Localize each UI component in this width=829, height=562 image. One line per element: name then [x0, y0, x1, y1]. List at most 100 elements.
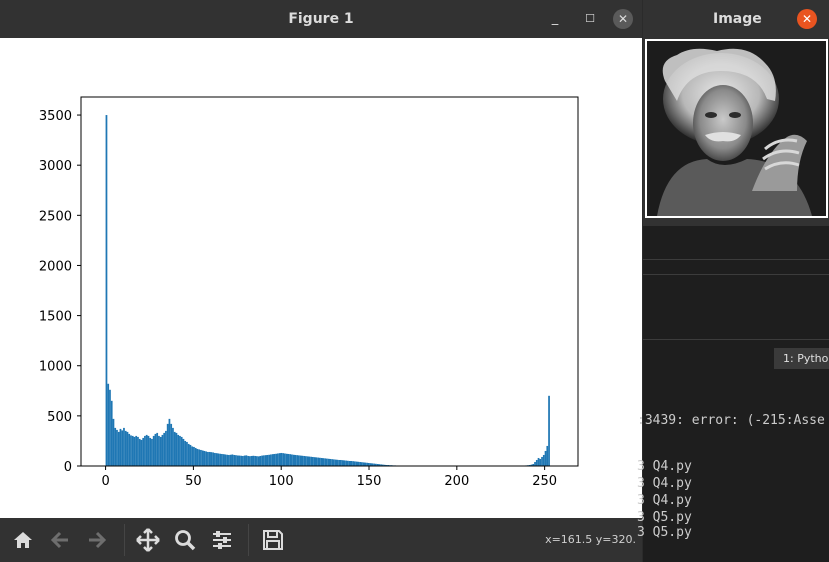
- histogram-bar: [277, 453, 279, 466]
- histogram-bar: [229, 454, 232, 466]
- histogram-bar: [109, 389, 111, 466]
- histogram-bar: [353, 461, 356, 466]
- histogram-bar: [194, 447, 197, 466]
- forward-arrow-icon[interactable]: [83, 526, 111, 554]
- histogram-chart: 0 50 100 150 200 250 0 500 1000 1500 2000 2500 3000…: [39, 96, 579, 489]
- histogram-bar: [303, 455, 306, 466]
- histogram-bar: [243, 455, 246, 466]
- histogram-bar: [319, 457, 321, 466]
- histogram-bar: [541, 456, 543, 466]
- histogram-bar: [112, 418, 115, 466]
- histogram-bar: [222, 454, 225, 466]
- histogram-bar: [542, 454, 545, 466]
- histogram-bar: [158, 435, 160, 466]
- histogram-bar: [187, 443, 190, 466]
- figure-window: Figure 1 _ ☐ ✕ 0 50 100 150 200 250 0 500 1000 1…: [0, 0, 642, 562]
- histogram-bar: [346, 460, 349, 466]
- x-tick-label: 200: [444, 474, 469, 489]
- histogram-bar: [233, 454, 236, 466]
- histogram-bar: [247, 455, 250, 466]
- cursor-coordinates: x=161.5 y=320.: [545, 533, 636, 546]
- histogram-bar: [343, 460, 346, 466]
- histogram-bar: [196, 448, 199, 466]
- figure-titlebar[interactable]: Figure 1 _ ☐ ✕: [0, 0, 642, 38]
- histogram-bar: [163, 432, 166, 466]
- y-tick-label: 2000: [39, 259, 72, 274]
- y-tick-label: 2500: [39, 209, 72, 224]
- pan-icon[interactable]: [134, 526, 162, 554]
- back-arrow-icon[interactable]: [46, 526, 74, 554]
- home-icon[interactable]: [9, 526, 37, 554]
- histogram-bar: [280, 452, 283, 466]
- histogram-bar: [544, 450, 547, 466]
- histogram-bar: [149, 437, 152, 466]
- histogram-bar: [348, 460, 351, 466]
- histogram-bar: [381, 464, 384, 466]
- histogram-bar: [539, 458, 542, 466]
- histogram-bar: [219, 453, 222, 466]
- histogram-bar: [130, 435, 132, 466]
- histogram-bar: [226, 454, 229, 466]
- histogram-bar: [126, 431, 129, 466]
- histogram-bar: [291, 454, 293, 466]
- histogram-bar: [161, 434, 164, 466]
- histogram-bar: [376, 463, 379, 466]
- terminal-line: 3 Q5.py: [637, 510, 692, 525]
- histogram-bar: [156, 432, 159, 466]
- histogram-bar: [186, 441, 188, 466]
- histogram-bar: [329, 458, 332, 466]
- terminal-panel[interactable]: 1: Pytho :3439: error: (-215:Asse 3 Q4.p…: [637, 226, 829, 562]
- x-tick-label: 250: [532, 474, 557, 489]
- histogram-bar: [224, 454, 227, 466]
- minimize-button[interactable]: _: [551, 11, 559, 26]
- histogram-bar: [275, 453, 278, 466]
- histogram-bar: [179, 435, 181, 466]
- histogram-bar: [341, 460, 344, 466]
- terminal-tab[interactable]: 1: Pytho: [774, 348, 829, 369]
- grayscale-portrait-image: [645, 39, 828, 218]
- histogram-bars: [105, 115, 550, 466]
- histogram-bar: [133, 436, 136, 466]
- zoom-icon[interactable]: [171, 526, 199, 554]
- close-button[interactable]: ✕: [613, 9, 633, 29]
- histogram-bar: [144, 435, 146, 466]
- histogram-bar: [380, 464, 382, 466]
- close-button[interactable]: ✕: [797, 9, 817, 29]
- histogram-bar: [166, 423, 169, 466]
- histogram-bar: [105, 115, 108, 466]
- histogram-bar: [131, 435, 134, 466]
- histogram-bar: [285, 453, 288, 466]
- histogram-bar: [198, 449, 201, 466]
- image-titlebar[interactable]: Image ✕: [643, 0, 829, 38]
- histogram-bar: [193, 446, 195, 466]
- plot-area[interactable]: 0 50 100 150 200 250 0 500 1000 1500 2000 2500 3000…: [0, 38, 642, 518]
- histogram-bar: [172, 427, 174, 466]
- histogram-bar: [362, 462, 365, 466]
- histogram-bar: [334, 459, 337, 466]
- histogram-bar: [360, 462, 363, 466]
- histogram-bar: [369, 463, 372, 466]
- histogram-bar: [245, 455, 248, 466]
- toolbar-separator: [248, 524, 249, 556]
- histogram-bar: [338, 459, 340, 466]
- navigation-toolbar: x=161.5 y=320.: [0, 518, 642, 562]
- histogram-bar: [298, 455, 300, 466]
- image-title: Image: [713, 11, 762, 27]
- y-tick-label: 0: [64, 460, 72, 475]
- histogram-bar: [387, 464, 389, 466]
- histogram-bar: [119, 428, 122, 466]
- configure-subplots-icon[interactable]: [208, 526, 236, 554]
- terminal-divider: [643, 274, 829, 275]
- maximize-button[interactable]: ☐: [585, 12, 595, 25]
- histogram-bar: [114, 427, 117, 466]
- histogram-bar: [355, 461, 358, 466]
- x-tick-label: 100: [269, 474, 294, 489]
- histogram-bar: [263, 455, 265, 466]
- histogram-bar: [250, 455, 253, 466]
- histogram-bar: [254, 455, 257, 466]
- histogram-bar: [294, 454, 297, 466]
- histogram-bar: [180, 436, 183, 466]
- terminal-line: 3 Q4.py: [637, 493, 692, 508]
- histogram-bar: [200, 449, 202, 466]
- save-icon[interactable]: [259, 526, 287, 554]
